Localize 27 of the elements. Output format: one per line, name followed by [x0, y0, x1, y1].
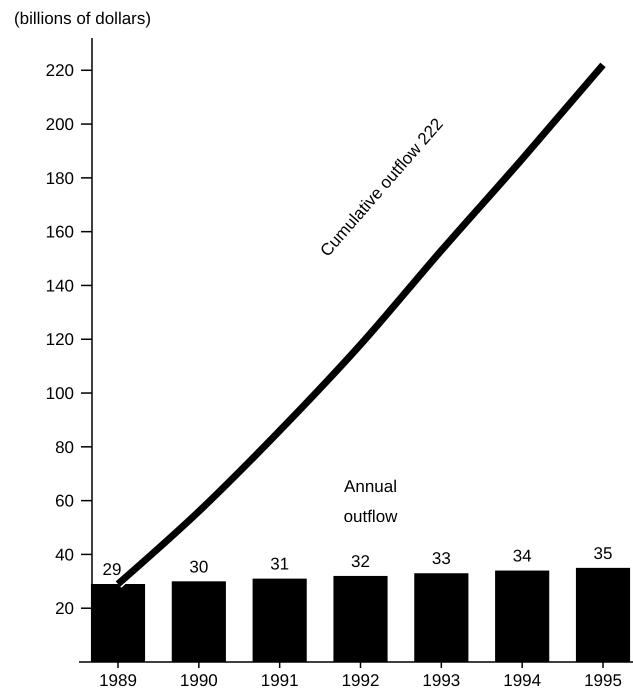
y-tick-label: 180	[46, 168, 74, 188]
y-tick-label: 200	[46, 115, 74, 134]
y-tick-label: 80	[55, 438, 74, 457]
data-label: 31	[270, 554, 290, 574]
y-tick-label: 160	[46, 222, 74, 242]
x-tick-label: 1989	[99, 671, 137, 690]
data-label: 34	[512, 546, 532, 566]
data-label: 33	[432, 549, 451, 568]
y-tick-label: 220	[46, 61, 74, 80]
x-tick-label: 1994	[503, 671, 542, 690]
x-tick-label: 1992	[342, 671, 380, 690]
x-tick-label: 1993	[422, 671, 460, 690]
x-tick-label: 1991	[260, 671, 299, 690]
y-axis-title: (billions of dollars)	[14, 9, 151, 28]
data-label: 30	[189, 557, 208, 576]
y-tick-label: 100	[46, 384, 74, 403]
y-tick-label: 20	[55, 599, 74, 618]
y-tick-label: 140	[46, 276, 74, 296]
y-tick-label: 60	[55, 492, 74, 511]
y-tick-label: 120	[46, 330, 74, 350]
text: Annual outflow	[344, 476, 398, 526]
y-tick-label: 40	[55, 545, 74, 564]
data-label: 29	[102, 560, 122, 579]
x-tick-label: 1995	[584, 671, 622, 690]
data-label: 35	[594, 544, 612, 563]
data-label: 32	[351, 552, 370, 571]
x-tick-label: 1990	[180, 671, 218, 690]
